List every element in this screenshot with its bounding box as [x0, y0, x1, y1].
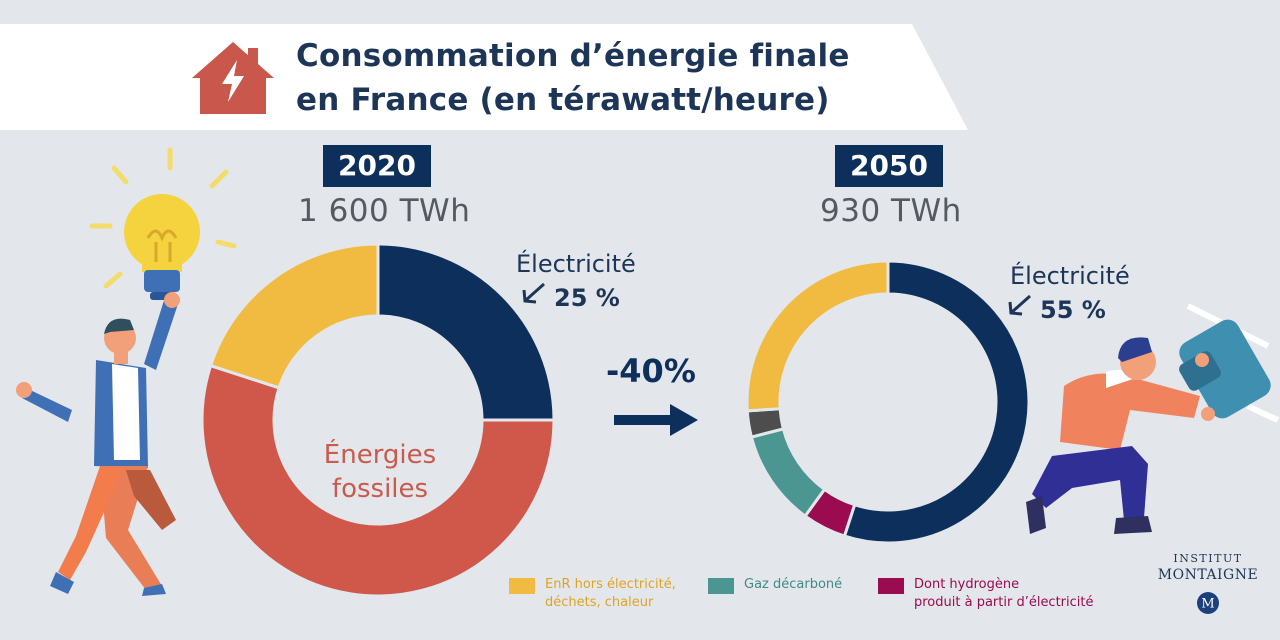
logo-initial: M	[1201, 597, 1214, 612]
legend-text-hydrogen: Dont hydrogène produit à partir d’électr…	[914, 576, 1094, 612]
arrow-icon	[1008, 294, 1031, 316]
donut-chart-2050	[745, 259, 1031, 545]
donut-segment-slice-4	[745, 259, 890, 413]
legend-swatch-hydrogen	[878, 578, 904, 594]
page-title: Consommation d’énergie finale en France …	[296, 34, 936, 122]
legend-gaz: Gaz décarboné	[708, 576, 842, 594]
fossil-label-line-2: fossiles	[331, 474, 429, 504]
total-2050: 930 TWh	[820, 193, 962, 229]
legend-enr: EnR hors électricité, déchets, chaleur	[509, 576, 676, 612]
year-2020-label: 2020	[323, 145, 431, 187]
house-bolt-icon	[192, 42, 274, 114]
donut-segment--lectricit-	[842, 259, 1031, 545]
fossil-energy-label: Énergies fossiles	[300, 438, 460, 506]
legend-enr-line-2: déchets, chaleur	[545, 595, 654, 610]
logo-medallion-icon: M	[1197, 592, 1219, 614]
total-2020: 1 600 TWh	[298, 193, 471, 229]
person-with-plug-illustration	[1026, 303, 1280, 534]
lightbulb-icon	[89, 147, 237, 300]
fossil-label-line-1: Énergies	[323, 440, 437, 470]
title-banner	[0, 24, 968, 130]
donut-segment-slice-2	[208, 242, 380, 390]
legend-text-gaz: Gaz décarboné	[744, 577, 843, 592]
legend-hydrogen: Dont hydrogène produit à partir d’électr…	[878, 576, 1094, 612]
right-arrow-icon	[614, 404, 698, 436]
logo-line-1: INSTITUT	[1173, 552, 1243, 565]
legend-hydrogen-line-2: produit à partir d’électricité	[914, 595, 1094, 610]
legend-text-enr: EnR hors électricité, déchets, chaleur	[545, 576, 676, 612]
title-line-2: en France (en térawatt/heure)	[296, 82, 830, 118]
donut-segment--lectricit-	[376, 242, 556, 422]
legend-hydrogen-line-1: Dont hydrogène	[914, 577, 1020, 592]
title-line-1: Consommation d’énergie finale	[296, 38, 850, 74]
year-2050-label: 2050	[835, 145, 943, 187]
electricity-share-2050: 55 %	[1040, 296, 1106, 324]
legend-swatch-gaz	[708, 578, 734, 594]
electricity-label-2020: Électricité	[516, 250, 636, 278]
arrow-icon	[522, 282, 545, 304]
change-percentage: -40%	[606, 352, 696, 390]
donut-chart-2020	[200, 242, 556, 598]
person-with-bulb-illustration	[16, 292, 180, 596]
donut-segment-gaz-d-carbon-	[749, 427, 827, 519]
institut-montaigne-logo: INSTITUT MONTAIGNE M	[1150, 552, 1266, 615]
legend-enr-line-1: EnR hors électricité,	[545, 577, 676, 592]
donut-segment--nergies-fossiles	[200, 363, 556, 598]
legend-swatch-enr	[509, 578, 535, 594]
electricity-label-2050: Électricité	[1010, 262, 1130, 290]
electricity-share-2020: 25 %	[554, 284, 620, 312]
logo-line-2: MONTAIGNE	[1157, 567, 1259, 583]
